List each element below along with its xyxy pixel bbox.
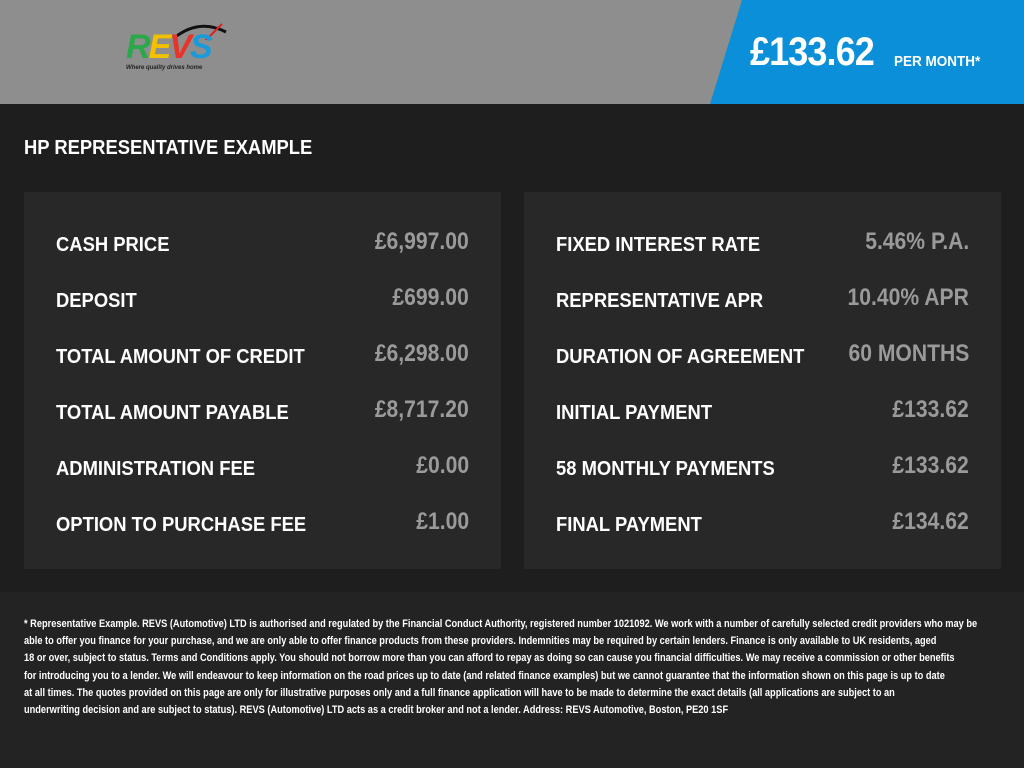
- finance-row: DURATION OF AGREEMENT 60 MONTHS: [556, 340, 969, 396]
- row-label: FIXED INTEREST RATE: [556, 234, 761, 256]
- row-label: 58 MONTHLY PAYMENTS: [556, 458, 775, 480]
- finance-row: OPTION TO PURCHASE FEE £1.00: [56, 508, 469, 564]
- row-label: CASH PRICE: [56, 234, 170, 256]
- row-value: £6,997.00: [375, 228, 469, 255]
- row-value: 5.46% P.A.: [864, 228, 969, 255]
- monthly-price: £133.62: [750, 30, 875, 74]
- finance-row: ADMINISTRATION FEE £0.00: [56, 452, 469, 508]
- finance-row: DEPOSIT £699.00: [56, 284, 469, 340]
- finance-row: INITIAL PAYMENT £133.62: [556, 396, 969, 452]
- finance-row: REPRESENTATIVE APR 10.40% APR: [556, 284, 969, 340]
- row-value: £133.62: [892, 396, 969, 423]
- disclaimer-line: * Representative Example. REVS (Automoti…: [24, 618, 978, 630]
- row-label: TOTAL AMOUNT PAYABLE: [56, 402, 289, 424]
- revs-logo[interactable]: REVS Where quality drives home: [124, 22, 227, 74]
- logo-tagline: Where quality drives home: [126, 65, 203, 71]
- row-label: OPTION TO PURCHASE FEE: [56, 514, 307, 536]
- row-value: £6,298.00: [375, 340, 469, 367]
- row-label: TOTAL AMOUNT OF CREDIT: [56, 346, 305, 368]
- monthly-price-banner: £133.62 PER MONTH*: [710, 0, 1024, 104]
- row-value: 10.40% APR: [847, 284, 969, 311]
- disclaimer-line: at all times. The quotes provided on thi…: [24, 686, 895, 699]
- per-month-label: PER MONTH*: [894, 53, 981, 70]
- row-value: £8,717.20: [375, 396, 469, 423]
- finance-row: TOTAL AMOUNT OF CREDIT £6,298.00: [56, 340, 469, 396]
- disclaimer-line: for introducing you to a lender. We will…: [24, 669, 945, 682]
- disclaimer-line: 18 or over, subject to status. Terms and…: [24, 652, 955, 665]
- logo-wordmark: REVS: [126, 28, 213, 66]
- row-value: £0.00: [416, 452, 469, 479]
- finance-row: CASH PRICE £6,997.00: [56, 228, 469, 284]
- finance-panel-right: FIXED INTEREST RATE 5.46% P.A. REPRESENTA…: [524, 192, 1001, 569]
- row-label: DURATION OF AGREEMENT: [556, 346, 805, 368]
- row-value: 60 MONTHS: [848, 340, 969, 367]
- header: REVS Where quality drives home £133.62 P…: [0, 0, 1024, 104]
- row-label: REPRESENTATIVE APR: [556, 290, 764, 312]
- finance-row: 58 MONTHLY PAYMENTS £133.62: [556, 452, 969, 508]
- finance-panel-left: CASH PRICE £6,997.00 DEPOSIT £699.00 TOTAL…: [24, 192, 501, 569]
- row-label: DEPOSIT: [56, 290, 137, 312]
- speedometer-arc-icon: [173, 23, 227, 40]
- disclaimer-line: underwriting decision and are subject to…: [24, 704, 729, 717]
- row-value: £1.00: [416, 508, 469, 535]
- page-title: HP REPRESENTATIVE EXAMPLE: [24, 137, 313, 159]
- row-value: £134.62: [892, 508, 969, 535]
- finance-row: TOTAL AMOUNT PAYABLE £8,717.20: [56, 396, 469, 452]
- legal-disclaimer: * Representative Example. REVS (Automoti…: [0, 592, 1024, 768]
- disclaimer-line: able to offer you finance for your purch…: [24, 635, 937, 648]
- row-label: ADMINISTRATION FEE: [56, 458, 255, 480]
- row-value: £699.00: [392, 284, 469, 311]
- row-label: INITIAL PAYMENT: [556, 402, 713, 424]
- row-value: £133.62: [892, 452, 969, 479]
- finance-row: FINAL PAYMENT £134.62: [556, 508, 969, 564]
- finance-row: FIXED INTEREST RATE 5.46% P.A.: [556, 228, 969, 284]
- row-label: FINAL PAYMENT: [556, 514, 702, 536]
